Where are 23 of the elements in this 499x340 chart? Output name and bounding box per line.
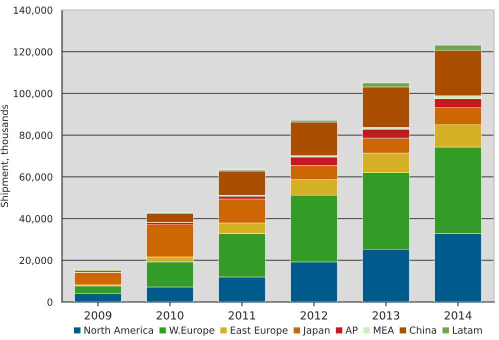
- y-tick-label: 100,000: [14, 90, 52, 98]
- legend-label: MEA: [374, 326, 394, 334]
- y-tick-label: 0: [47, 298, 52, 306]
- legend-label: Japan: [302, 326, 330, 336]
- y-tick-label: 40,000: [19, 215, 52, 224]
- y-tick-label: 140,000: [14, 6, 52, 15]
- x-tick-label: 2011: [228, 311, 256, 320]
- y-tick-label: 60,000: [20, 173, 52, 182]
- x-tick-label: 2013: [372, 311, 400, 320]
- y-tick-label: 20,000: [20, 256, 52, 266]
- legend-label: North America: [84, 326, 154, 334]
- x-tick-label: 2014: [444, 311, 472, 320]
- y-axis-title: Shipment, thousands: [0, 104, 10, 208]
- legend-label: East Europe: [230, 326, 288, 336]
- x-tick-label: 2009: [84, 311, 112, 320]
- x-tick-label: 2010: [156, 311, 184, 320]
- y-tick-label: 120,000: [14, 48, 52, 57]
- y-tick-label: 80,000: [20, 132, 52, 140]
- legend-label: W.Europe: [169, 326, 214, 336]
- legend-label: Latam: [452, 326, 482, 334]
- x-tick-label: 2012: [300, 311, 328, 320]
- legend-label: China: [410, 326, 436, 334]
- legend-label: AP: [345, 326, 358, 334]
